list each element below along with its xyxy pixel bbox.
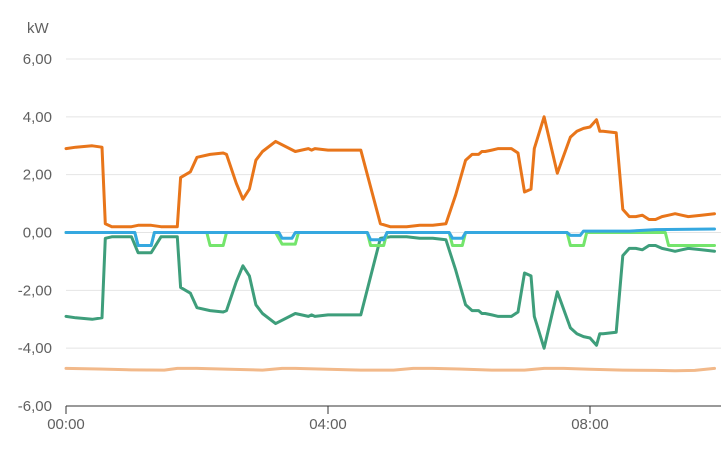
x-tick-label: 04:00 xyxy=(309,416,347,433)
y-tick-label: 0,00 xyxy=(23,225,52,242)
y-tick-label: 4,00 xyxy=(23,109,52,126)
series-line-3 xyxy=(64,231,716,247)
series-line-5 xyxy=(64,366,716,373)
series-line-2 xyxy=(64,235,716,350)
y-tick-label: -4,00 xyxy=(18,340,52,357)
series-line-1 xyxy=(64,115,716,229)
x-tick-label: 08:00 xyxy=(571,416,609,433)
y-axis-tick-labels: 6,00 4,00 2,00 0,00 -2,00 -4,00 -6,00 xyxy=(18,51,52,415)
series-lines xyxy=(64,115,716,373)
y-tick-label: -6,00 xyxy=(18,398,52,415)
y-tick-label: 2,00 xyxy=(23,167,52,184)
y-tick-label: 6,00 xyxy=(23,51,52,68)
y-axis-unit-label: kW xyxy=(27,20,50,37)
y-tick-label: -2,00 xyxy=(18,282,52,299)
series-line-4 xyxy=(64,227,716,247)
x-tick-label: 00:00 xyxy=(47,416,85,433)
x-axis-tick-labels: 00:00 04:00 08:00 xyxy=(47,406,609,433)
